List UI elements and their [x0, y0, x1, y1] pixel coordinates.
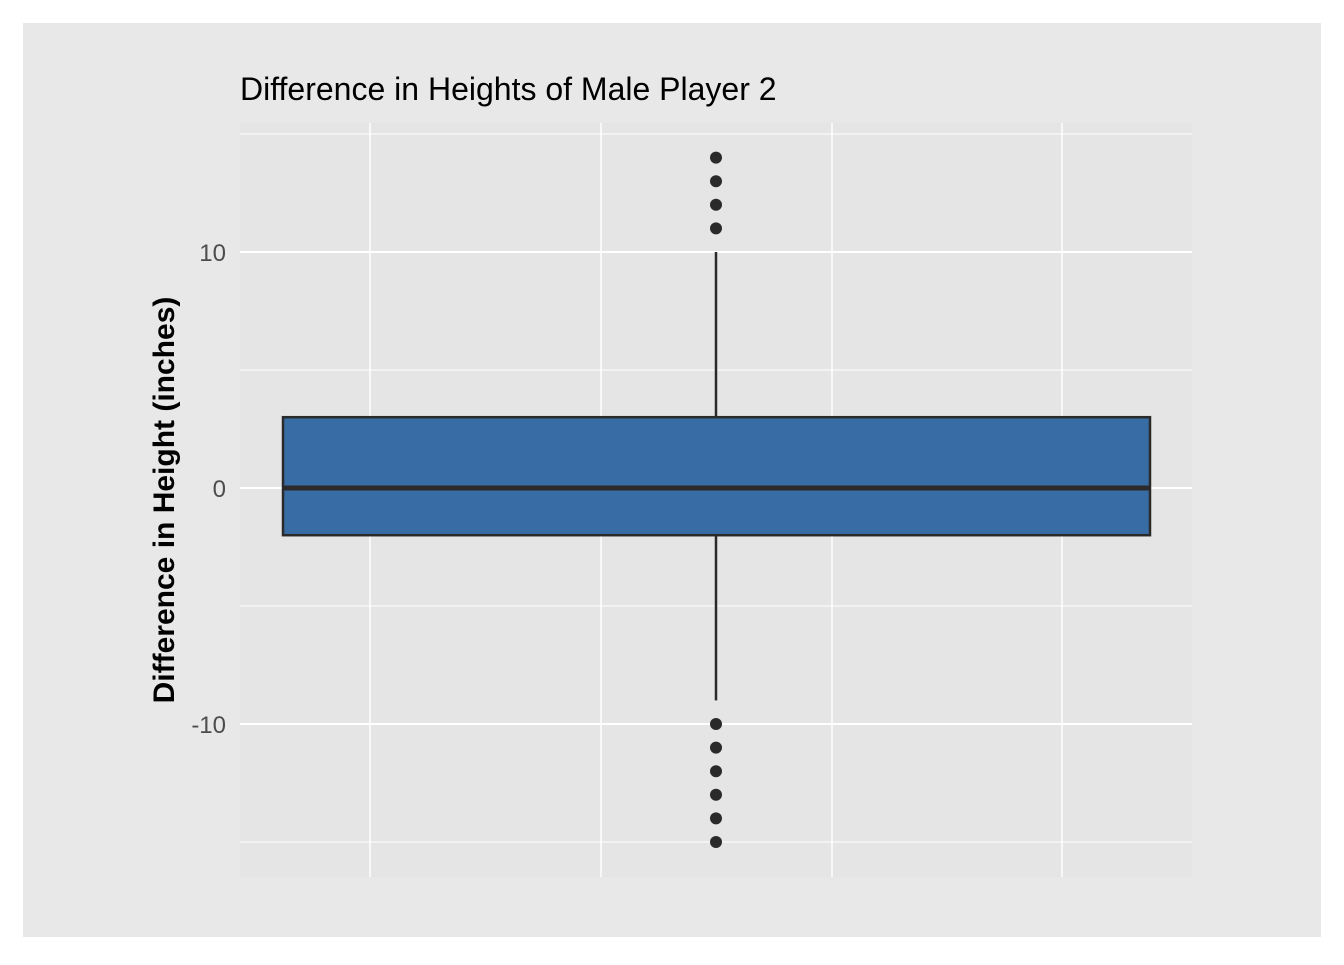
outlier-point [710, 788, 722, 801]
y-axis-label: Difference in Height (inches) [148, 297, 181, 704]
outlier-point [710, 718, 722, 730]
outliers [710, 151, 722, 848]
y-tick-label: -10 [191, 712, 226, 739]
outlier-point [710, 765, 722, 778]
boxplot [281, 252, 1152, 701]
chart-title: Difference in Heights of Male Player 2 [240, 71, 777, 107]
y-tick-label: 10 [199, 240, 226, 267]
y-tick-labels: 10 0 -10 [191, 240, 226, 739]
interquartile-box [281, 415, 1152, 537]
y-tick-label: 0 [213, 476, 226, 503]
outlier-point [710, 812, 722, 825]
outlier-point [710, 198, 722, 211]
outlier-point [710, 151, 722, 164]
outlier-point [710, 741, 722, 754]
outlier-point [710, 175, 722, 188]
outlier-point [710, 836, 722, 848]
outlier-point [710, 222, 722, 235]
